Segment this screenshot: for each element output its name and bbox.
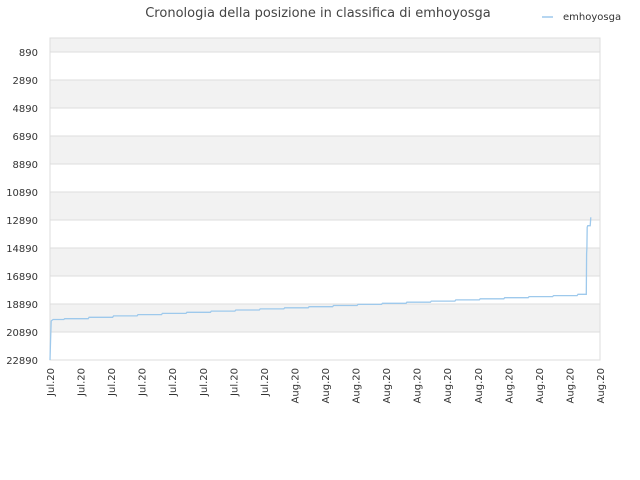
legend[interactable]: emhoyosga: [542, 12, 621, 23]
y-tick-label: 22890: [6, 356, 38, 367]
y-tick-label: 6890: [13, 132, 38, 143]
y-tick-label: 16890: [6, 272, 38, 283]
plot-band: [50, 220, 600, 248]
x-tick-label: Aug.20: [443, 368, 454, 403]
y-tick-label: 890: [19, 48, 38, 59]
x-tick-label: Jul.20: [199, 368, 210, 397]
plot-bands: [50, 38, 600, 360]
plot-band: [50, 52, 600, 80]
x-tick-label: Jul.20: [138, 368, 149, 397]
x-tick-label: Aug.20: [474, 368, 485, 403]
plot-band: [50, 136, 600, 164]
plot-band: [50, 38, 600, 52]
y-axis: 890 2890 4890 6890 8890 10890 12890 14890 16890 1…: [6, 48, 38, 367]
x-tick-label: Jul.20: [46, 368, 57, 397]
x-tick-label: Aug.20: [504, 368, 515, 403]
plot-band: [50, 276, 600, 304]
legend-label: emhoyosga: [563, 12, 621, 23]
plot-band: [50, 108, 600, 136]
x-tick-label: Jul.20: [229, 368, 240, 397]
plot-band: [50, 164, 600, 192]
x-tick-label: Aug.20: [352, 368, 363, 403]
x-tick-label: Jul.20: [107, 368, 118, 397]
x-tick-label: Jul.20: [168, 368, 179, 397]
x-tick-label: Aug.20: [535, 368, 546, 403]
y-tick-label: 10890: [6, 188, 38, 199]
y-tick-label: 14890: [6, 244, 38, 255]
plot-band: [50, 192, 600, 220]
plot-band: [50, 80, 600, 108]
x-tick-label: Aug.20: [382, 368, 393, 403]
x-tick-label: Aug.20: [596, 368, 607, 403]
plot-band: [50, 304, 600, 332]
chart-title: Cronologia della posizione in classifica…: [145, 6, 491, 21]
plot-band: [50, 332, 600, 360]
x-tick-label: Aug.20: [321, 368, 332, 403]
plot-band: [50, 248, 600, 276]
x-tick-label: Jul.20: [260, 368, 271, 397]
x-tick-label: Aug.20: [290, 368, 301, 403]
x-tick-label: Jul.20: [77, 368, 88, 397]
x-axis: Jul.20 Jul.20 Jul.20 Jul.20 Jul.20 Jul.20 Jul.…: [46, 368, 607, 403]
series-line-emhoyosga[interactable]: [49, 217, 592, 361]
y-tick-label: 4890: [13, 104, 38, 115]
y-tick-label: 2890: [13, 76, 38, 87]
y-tick-label: 18890: [6, 300, 38, 311]
y-tick-label: 12890: [6, 216, 38, 227]
gridlines: [49, 37, 601, 361]
y-tick-label: 20890: [6, 328, 38, 339]
x-tick-label: Aug.20: [565, 368, 576, 403]
x-tick-label: Aug.20: [413, 368, 424, 403]
y-tick-label: 8890: [13, 160, 38, 171]
